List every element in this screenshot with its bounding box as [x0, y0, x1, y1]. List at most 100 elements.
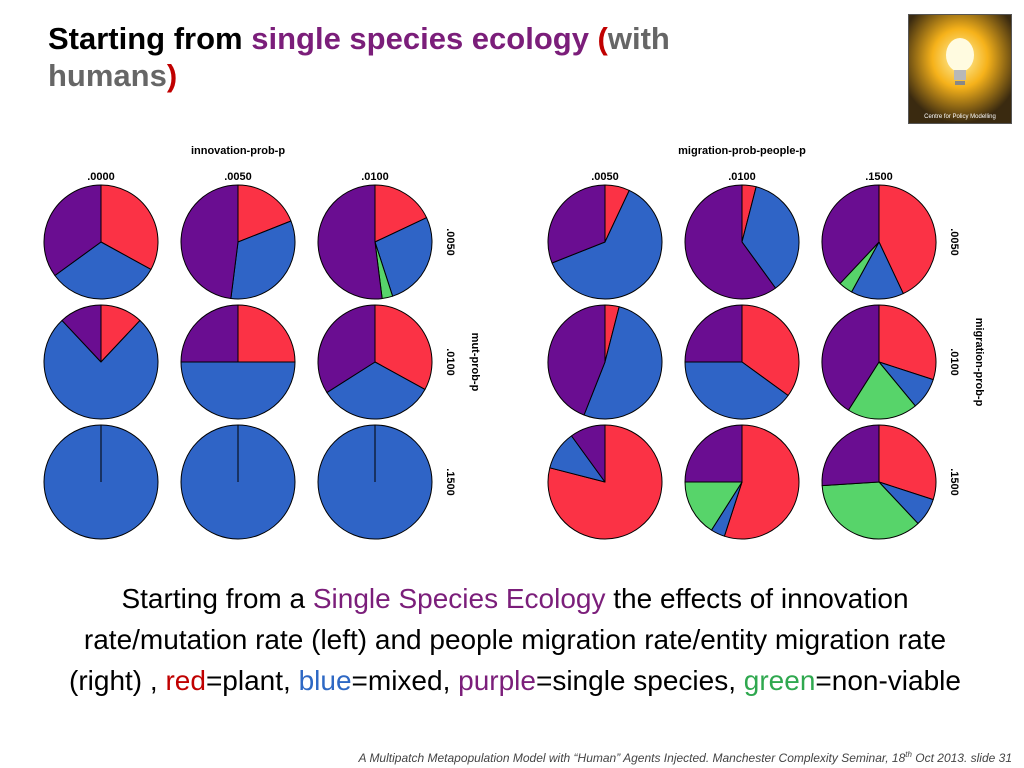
row-axis-title: migration-prob-p — [973, 318, 985, 407]
pie-slice-purple — [547, 184, 606, 264]
pie-slice-blue — [326, 361, 426, 420]
pie-slice-red — [374, 304, 433, 390]
pie — [43, 184, 159, 300]
caption-text-5: =plant, — [205, 665, 299, 696]
pie — [821, 424, 937, 540]
pie-slice-green — [684, 481, 743, 531]
pie-slice-blue — [583, 306, 663, 420]
pie-slice-red — [878, 184, 937, 295]
cpm-logo: Centre for Policy Modelling — [908, 14, 1012, 124]
pie-slice-blue — [741, 186, 800, 289]
pie-slice-purple — [684, 184, 777, 300]
pie — [43, 304, 159, 420]
pie — [547, 304, 663, 420]
title-part-1: Starting from — [48, 21, 252, 56]
pie-slice-purple — [570, 424, 606, 483]
col-label: .0100 — [361, 171, 389, 183]
pie — [547, 424, 663, 540]
pie — [180, 424, 296, 540]
col-label: .0000 — [87, 171, 115, 183]
footer-sup: th — [905, 750, 912, 759]
row-label: .1500 — [948, 468, 960, 496]
col-label: .0050 — [591, 171, 619, 183]
caption-text-3: the effects of innovation rate/mutation … — [69, 583, 947, 696]
slide-title: Starting from single species ecology (wi… — [48, 20, 868, 94]
pie — [180, 304, 296, 420]
row-label: .1500 — [444, 468, 456, 496]
pie-grid-charts: innovation-prob-p .0000 .0050 .0100 .0050 .01… — [43, 145, 985, 540]
pie-slice-purple — [684, 304, 743, 363]
pie-slice-red — [878, 304, 937, 381]
pie-slice-purple — [821, 184, 880, 285]
pie — [684, 424, 800, 540]
title-part-3: ( — [588, 21, 608, 56]
title-part-5: humans — [48, 58, 167, 93]
lightbulb-icon — [946, 38, 974, 85]
pie-slice-blue — [43, 319, 159, 420]
pie — [547, 184, 663, 300]
pie-slice-red — [100, 184, 159, 270]
col-label: .1500 — [865, 171, 893, 183]
pie-slice-purple — [317, 304, 376, 394]
pie-slice-red — [723, 424, 800, 540]
col-label: .0100 — [728, 171, 756, 183]
pie — [180, 184, 296, 300]
pie-slice-purple — [821, 424, 880, 487]
pie-slice-purple — [43, 184, 102, 277]
title-part-4: with — [607, 21, 670, 56]
footer-text-2: Oct 2013. slide 31 — [911, 751, 1012, 765]
pie — [43, 424, 159, 540]
footer-text-1: A Multipatch Metapopulation Model with “… — [358, 751, 906, 765]
caption-text-7: =mixed, — [351, 665, 459, 696]
row-axis-title: mut-prob-p — [469, 333, 481, 392]
pie — [821, 304, 937, 420]
pie-slice-purple — [61, 304, 102, 363]
pie-slice-purple — [547, 304, 606, 416]
pie-slice-red — [878, 424, 937, 501]
caption-blue: blue — [298, 665, 352, 696]
pie-slice-blue — [684, 361, 789, 420]
pie-grid-1: innovation-prob-p .0000 .0050 .0100 .0050 .01… — [43, 145, 481, 540]
pie-slice-purple — [684, 424, 743, 483]
pie-slice-blue — [54, 241, 152, 300]
caption-text-1: Starting from a — [121, 583, 313, 614]
pie — [684, 304, 800, 420]
col-label: .0050 — [224, 171, 252, 183]
pie-slice-green — [821, 481, 919, 540]
pie-slice-green — [847, 361, 916, 420]
title-part-2: single species ecology — [251, 21, 589, 56]
pie-slice-red — [374, 184, 428, 243]
row-label: .0100 — [948, 348, 960, 376]
chart-title: innovation-prob-p — [191, 145, 285, 157]
caption-red: red — [165, 665, 206, 696]
chart-title: migration-prob-people-p — [678, 145, 806, 157]
pie-slice-purple — [821, 304, 880, 411]
caption-purple: purple — [458, 665, 536, 696]
row-label: .0050 — [444, 228, 456, 256]
pie-slice-red — [237, 184, 292, 243]
pie-slice-purple — [180, 184, 239, 300]
pie — [317, 424, 433, 540]
pie-slice-blue — [551, 189, 663, 300]
pie — [821, 184, 937, 300]
row-label: .0050 — [948, 228, 960, 256]
pie-slice-blue — [230, 220, 296, 300]
pie-slice-red — [237, 304, 296, 363]
caption-text-11: =non-viable — [815, 665, 961, 696]
pie-slice-blue — [374, 217, 433, 297]
pie-grid-2: migration-prob-people-p .0050 .0100 .1500 .0… — [547, 145, 985, 540]
pie — [317, 184, 433, 300]
footer: A Multipatch Metapopulation Model with “… — [359, 750, 1012, 765]
pie-slice-red — [741, 304, 800, 397]
title-part-6: ) — [166, 58, 178, 93]
logo-text: Centre for Policy Modelling — [924, 114, 996, 120]
caption-text-2: Single Species Ecology — [312, 583, 606, 614]
pie — [684, 184, 800, 300]
pie — [317, 304, 433, 420]
row-label: .0100 — [444, 348, 456, 376]
pie-slice-purple — [317, 184, 383, 300]
caption-green: green — [743, 665, 816, 696]
caption: Starting from a Single Species Ecology t… — [60, 578, 970, 701]
pie-slice-purple — [180, 304, 239, 363]
pie-slice-blue — [851, 241, 904, 300]
